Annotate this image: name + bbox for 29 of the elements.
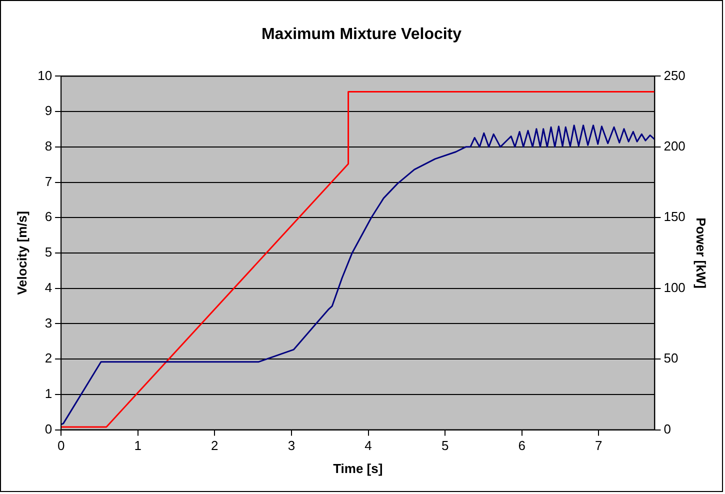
x-tick-label: 3 (288, 438, 296, 454)
y2-tick-label: 200 (664, 138, 686, 154)
y-tick-label: 3 (44, 315, 52, 330)
chart-title: Maximum Mixture Velocity (261, 26, 462, 44)
y-tick-label: 7 (44, 174, 52, 189)
y2-tick-label: 250 (664, 68, 686, 83)
x-tick-label: 0 (57, 438, 65, 454)
y-tick-label: 1 (44, 386, 52, 402)
x-tick-label: 5 (441, 438, 449, 454)
y-axis-title: Velocity [m/s] (14, 211, 30, 295)
y2-tick-label: 0 (664, 421, 671, 436)
x-axis-title: Time [s] (333, 460, 383, 476)
x-tick-label: 7 (595, 438, 602, 454)
y-tick-label: 6 (44, 209, 52, 224)
y-tick-label: 5 (44, 244, 52, 260)
y2-tick-label: 100 (664, 280, 686, 295)
x-tick-label: 4 (364, 438, 372, 454)
y-tick-label: 0 (44, 421, 52, 436)
x-tick-label: 2 (211, 438, 218, 454)
y-tick-label: 9 (44, 103, 52, 118)
y2-axis-title: Power [kW] (694, 218, 709, 288)
y-tick-label: 10 (38, 68, 52, 83)
x-tick-label: 6 (518, 438, 526, 454)
y2-tick-label: 50 (664, 350, 678, 366)
y2-tick-label: 150 (664, 209, 686, 224)
y-tick-label: 4 (44, 280, 52, 295)
y-tick-label: 8 (44, 138, 52, 154)
y-tick-label: 2 (44, 350, 52, 366)
x-tick-label: 1 (134, 438, 142, 454)
